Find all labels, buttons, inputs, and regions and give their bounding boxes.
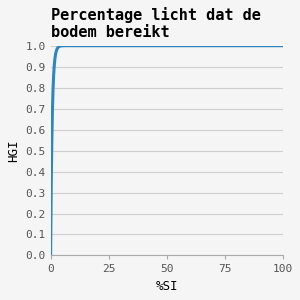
X-axis label: %SI: %SI xyxy=(155,280,178,293)
Text: Percentage licht dat de
bodem bereikt: Percentage licht dat de bodem bereikt xyxy=(51,7,260,40)
Y-axis label: HGI: HGI xyxy=(7,139,20,162)
